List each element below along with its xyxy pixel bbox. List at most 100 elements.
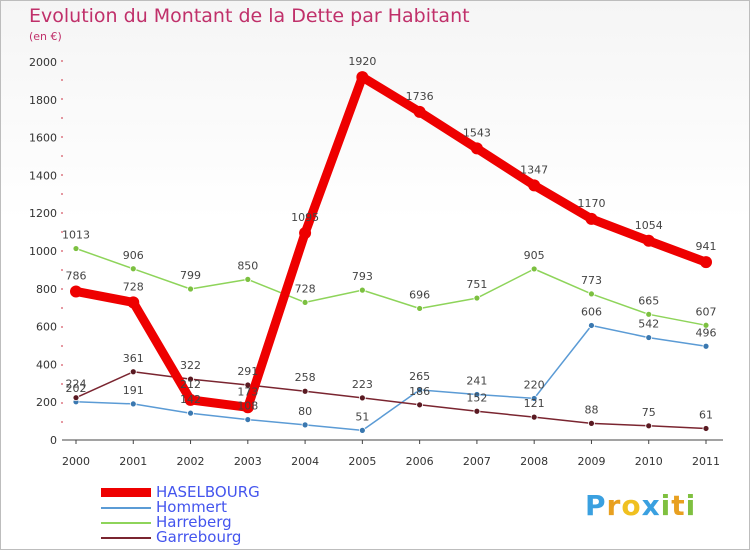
series-line-haselbourg [71,72,711,412]
data-label-garrebourg: 75 [642,406,656,419]
x-tick-label: 2011 [692,455,720,468]
series-lines [70,71,712,434]
data-label-hommert: 80 [298,405,312,418]
data-label-garrebourg: 186 [409,385,430,398]
y-tick-label: 1600 [29,132,57,145]
y-tick-label: 0 [50,434,57,447]
data-point-harreberg [702,321,710,329]
logo-letter: r [606,489,622,522]
data-label-hommert: 142 [180,393,201,406]
data-label-garrebourg: 258 [295,371,316,384]
data-point-garrebourg [72,394,80,402]
data-point-harreberg [588,290,595,298]
data-label-garrebourg: 224 [66,378,87,391]
legend-swatch-harreberg [101,521,151,524]
data-label-hommert: 220 [524,378,545,391]
data-point-garrebourg [702,425,710,432]
data-label-hommert: 241 [466,374,487,387]
data-label-haselbourg: 173 [237,385,258,398]
series-line-hommert [75,324,707,432]
data-label-harreberg: 799 [180,269,201,282]
legend-label: Garrebourg [156,528,242,546]
y-tick-label: 400 [36,358,57,371]
data-point-harreberg [244,275,252,283]
data-label-harreberg: 665 [638,294,659,307]
y-tick-label: 800 [36,283,57,296]
legend-item-haselbourg[interactable]: HASELBOURG [101,485,321,500]
logo-letter: t [671,489,686,522]
data-label-hommert: 265 [409,370,430,383]
chart-subtitle: (en €) [29,30,62,43]
data-label-garrebourg: 291 [237,365,258,378]
data-point-garrebourg [530,413,538,421]
data-point-harreberg [301,299,309,306]
legend-item-harreberg[interactable]: Harreberg [101,515,321,530]
y-tick-label: 2000 [29,56,57,69]
data-label-haselbourg: 1347 [520,163,548,176]
data-point-haselbourg [356,71,369,84]
data-label-garrebourg: 322 [180,359,201,372]
x-tick-label: 2000 [62,455,90,468]
data-label-haselbourg: 1170 [577,197,605,210]
y-tick-label: 600 [36,321,57,334]
data-label-harreberg: 607 [696,305,717,318]
series-line-harreberg [75,247,707,327]
data-label-harreberg: 793 [352,270,373,283]
series-line-garrebourg [75,371,707,430]
data-label-harreberg: 1013 [62,229,90,242]
data-point-haselbourg [642,234,655,247]
data-point-haselbourg [184,393,197,406]
data-label-haselbourg: 786 [66,269,87,282]
data-label-harreberg: 906 [123,249,144,262]
data-point-haselbourg [700,256,712,269]
x-tick-label: 2009 [577,455,605,468]
data-point-hommert [473,391,481,398]
axes: 0 200 400 600 800 1000 1200 1400 1600 1800 2000 200… [29,56,723,468]
data-point-haselbourg [585,212,598,225]
y-tick-label: 1800 [29,94,57,107]
data-label-harreberg: 905 [524,249,545,262]
data-point-haselbourg [470,142,483,155]
data-label-haselbourg: 1736 [406,90,434,103]
data-point-harreberg [416,305,424,312]
x-tick-label: 2002 [177,455,205,468]
data-label-hommert: 108 [237,400,258,413]
y-tick-label: 1400 [29,169,57,182]
data-point-haselbourg [413,105,426,118]
data-label-garrebourg: 121 [524,397,545,410]
legend-swatch-garrebourg [101,536,151,539]
data-point-hommert [244,416,252,423]
data-label-haselbourg: 941 [696,240,717,253]
data-point-haselbourg [528,179,541,192]
data-point-harreberg [129,265,137,273]
data-label-hommert: 496 [696,326,717,339]
legend-swatch-hommert [101,506,151,509]
x-tick-label: 2007 [463,455,491,468]
data-point-harreberg [187,285,194,293]
data-point-hommert [588,322,595,329]
chart-title: Evolution du Montant de la Dette par Hab… [29,5,470,27]
data-point-hommert [358,426,366,434]
y-tick-label: 1000 [29,245,57,258]
data-point-harreberg [358,286,366,294]
legend-item-hommert[interactable]: Hommert [101,500,321,515]
data-point-harreberg [72,245,80,252]
data-point-harreberg [473,294,481,302]
legend-label: Hommert [156,498,227,516]
data-point-hommert [301,421,309,429]
data-label-haselbourg: 1920 [348,55,376,68]
data-point-harreberg [645,310,653,318]
data-label-hommert: 606 [581,305,602,318]
data-point-hommert [530,395,538,402]
data-point-haselbourg [70,285,82,298]
data-label-haselbourg: 1054 [635,219,663,232]
data-point-garrebourg [129,368,137,376]
data-point-garrebourg [588,419,595,427]
data-point-garrebourg [301,387,309,395]
y-tick-label: 200 [36,396,57,409]
legend-label: HASELBOURG [156,483,260,501]
data-point-haselbourg [299,227,312,240]
data-point-garrebourg [358,394,366,402]
legend-item-garrebourg[interactable]: Garrebourg [101,530,321,545]
data-point-hommert [129,400,137,408]
